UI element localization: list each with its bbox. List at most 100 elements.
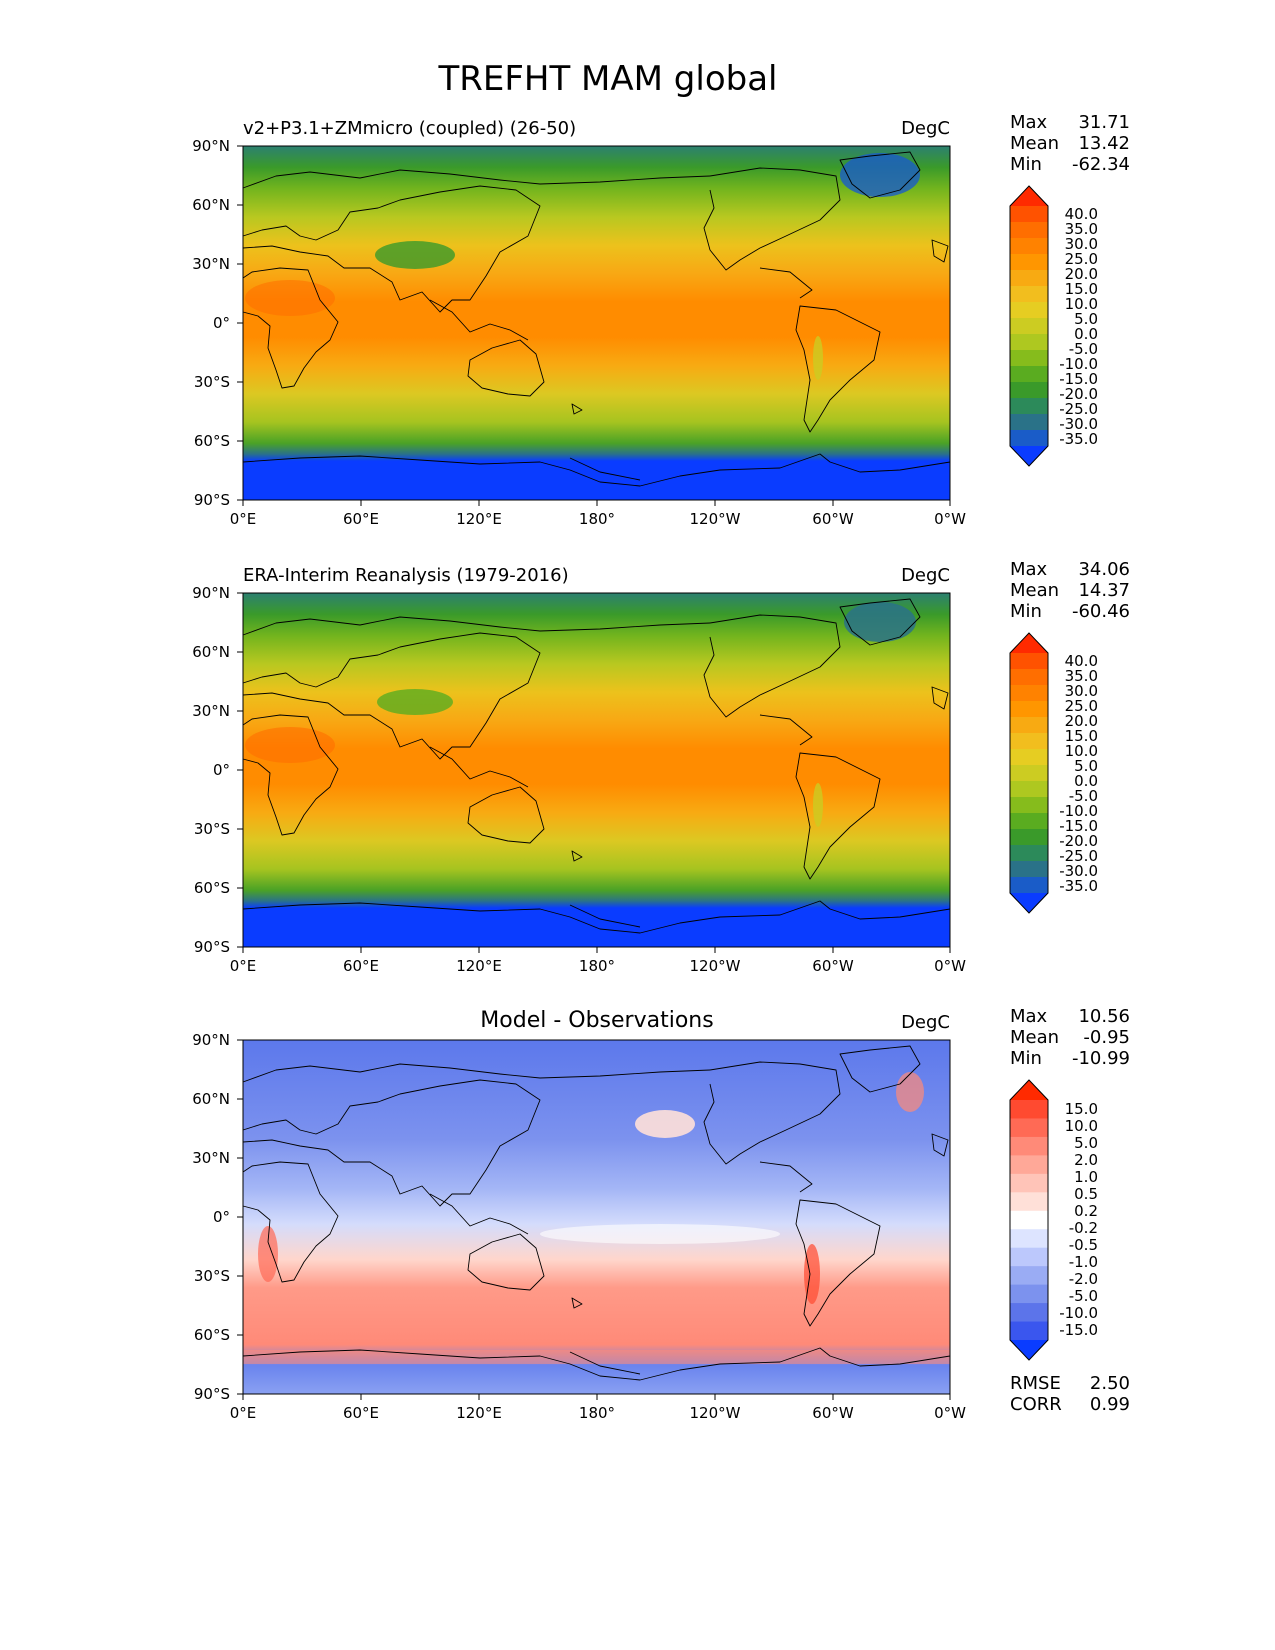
colorbar-segment <box>1010 1266 1048 1286</box>
colorbar-tick-label: 25.0 <box>1065 697 1098 715</box>
stat-value: -60.46 <box>1072 601 1130 622</box>
colorbar-tick-label: -10.0 <box>1059 355 1098 373</box>
colorbar-tick-label: -5.0 <box>1069 340 1098 358</box>
coastlines <box>242 151 951 487</box>
colorbar-segment <box>1010 1155 1048 1175</box>
lat-tick-label: 0° <box>213 314 230 332</box>
map-field <box>243 146 950 500</box>
sahara-warm-patch <box>245 280 335 316</box>
colorbar-extend-max <box>1010 1080 1048 1100</box>
lon-tick-label: 0°E <box>230 1404 257 1422</box>
stat-label: Max <box>1010 559 1048 580</box>
antarctic-warm-band <box>243 1350 950 1364</box>
colorbar-segment <box>1010 669 1048 686</box>
colorbar-tick-label: 0.2 <box>1074 1202 1098 1220</box>
lat-axis: 90°N 60°N 30°N 0° 30°S 60°S 90°S <box>192 1031 243 1403</box>
colorbar-extend-min <box>1010 446 1048 466</box>
colorbar-outline <box>1009 1079 1049 1361</box>
greenland-cold-patch <box>844 602 916 642</box>
colorbar-segment <box>1010 254 1048 271</box>
lon-tick-label: 0°W <box>934 957 966 975</box>
lon-tick-label: 0°E <box>230 510 257 528</box>
colorbar-extend-min <box>1010 893 1048 913</box>
colorbar-extend-max <box>1010 633 1048 653</box>
colorbar-segment <box>1010 270 1048 287</box>
lon-tick-label: 120°W <box>690 510 741 528</box>
colorbar-tick-label: -1.0 <box>1069 1253 1098 1271</box>
panel-units: DegC <box>901 565 950 586</box>
colorbar-tick-label: 20.0 <box>1065 265 1098 283</box>
map-field <box>243 593 950 947</box>
lat-tick-label: 30°S <box>194 1267 230 1285</box>
colorbar-segment <box>1010 398 1048 415</box>
lat-tick-label: 90°N <box>192 137 230 155</box>
colorbar-tick-label: 5.0 <box>1074 1134 1098 1152</box>
stat-value: -0.95 <box>1083 1027 1130 1048</box>
sahara-warm-patch <box>245 727 335 763</box>
stat-label: Max <box>1010 112 1048 133</box>
colorbar-segment <box>1010 318 1048 335</box>
panel-units: DegC <box>901 118 950 139</box>
colorbar-segment <box>1010 366 1048 383</box>
colorbar-tick-label: -5.0 <box>1069 1287 1098 1305</box>
colorbar-tick-label: -15.0 <box>1059 1321 1098 1339</box>
colorbar-segment <box>1010 414 1048 431</box>
panel-title-center: Model - Observations <box>480 1008 713 1033</box>
lat-tick-label: 60°N <box>192 1090 230 1108</box>
rmse-value: 2.50 <box>1090 1373 1130 1394</box>
colorbar: 40.035.030.025.020.015.010.05.00.0-5.0-1… <box>1009 185 1098 467</box>
colorbar-tick-label: -0.2 <box>1069 1219 1098 1237</box>
colorbar-tick-label: 35.0 <box>1065 220 1098 238</box>
colorbar-segment <box>1010 222 1048 239</box>
colorbar-segment <box>1010 845 1048 862</box>
stat-value: -62.34 <box>1072 154 1130 175</box>
colorbar-tick-label: 20.0 <box>1065 712 1098 730</box>
colorbar-segment <box>1010 861 1048 878</box>
colorbar-tick-label: 0.0 <box>1074 325 1098 343</box>
lat-tick-label: 90°S <box>194 938 230 956</box>
colorbar-tick-label: -15.0 <box>1059 817 1098 835</box>
colorbar-segment <box>1010 1100 1048 1119</box>
colorbar-segment <box>1010 717 1048 734</box>
colorbar-segment <box>1010 797 1048 814</box>
colorbar-segment <box>1010 1229 1048 1249</box>
lat-tick-label: 0° <box>213 761 230 779</box>
lon-tick-label: 60°E <box>343 957 379 975</box>
map-plot <box>242 145 951 501</box>
colorbar-extend-min <box>1010 1340 1048 1360</box>
colorbar-segment <box>1010 1247 1048 1267</box>
colorbar-tick-label: 40.0 <box>1065 205 1098 223</box>
colorbar-tick-label: -25.0 <box>1059 847 1098 865</box>
colorbar-tick-label: -35.0 <box>1059 877 1098 895</box>
colorbar-tick-label: 15.0 <box>1065 727 1098 745</box>
lat-tick-label: 90°N <box>192 584 230 602</box>
colorbar-tick-label: 25.0 <box>1065 250 1098 268</box>
lon-tick-label: 180° <box>579 957 615 975</box>
andes-patch <box>813 783 823 827</box>
panel-units: DegC <box>901 1012 950 1033</box>
colorbar-segment <box>1010 206 1048 223</box>
colorbar-tick-label: -30.0 <box>1059 415 1098 433</box>
colorbar-segment <box>1010 829 1048 846</box>
colorbar-outline <box>1009 185 1049 467</box>
colorbar-tick-label: -10.0 <box>1059 802 1098 820</box>
colorbar-tick-label: -25.0 <box>1059 400 1098 418</box>
colorbar-segment <box>1010 733 1048 750</box>
stats-block: Max 31.71 Mean 13.42 Min -62.34 <box>1010 112 1130 175</box>
colorbar-tick-label: -2.0 <box>1069 1270 1098 1288</box>
stat-label: Min <box>1010 601 1042 622</box>
colorbar-segment <box>1010 749 1048 766</box>
colorbar-tick-label: 10.0 <box>1065 742 1098 760</box>
colorbar-segment <box>1010 1192 1048 1212</box>
stat-value: -10.99 <box>1072 1048 1130 1069</box>
colorbar-extend-max <box>1010 186 1048 206</box>
colorbar-tick-label: 35.0 <box>1065 667 1098 685</box>
colorbar-tick-label: 15.0 <box>1065 1100 1098 1118</box>
stat-label: Mean <box>1010 580 1059 601</box>
tropical-pacific-band <box>540 1224 780 1244</box>
lat-tick-label: 60°N <box>192 196 230 214</box>
colorbar-tick-label: 40.0 <box>1065 652 1098 670</box>
colorbar-segment <box>1010 765 1048 782</box>
lon-axis: 0°E 60°E 120°E 180° 120°W 60°W 0°W <box>230 500 966 528</box>
